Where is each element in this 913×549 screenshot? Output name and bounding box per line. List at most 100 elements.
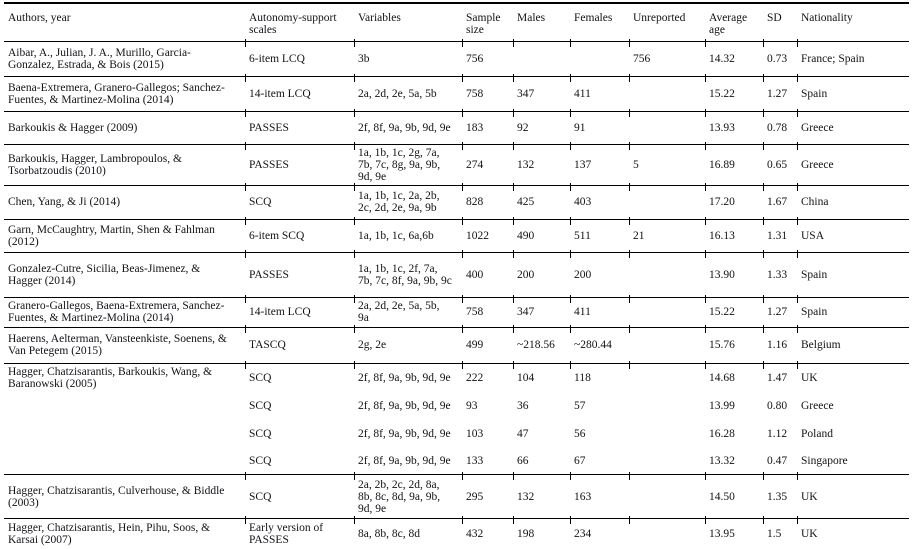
cell-nationality: China: [797, 182, 909, 219]
column-header-variables: Variables: [358, 12, 401, 24]
cell-authors: Hagger, Chatzisarantis, Culverhouse, & B…: [8, 484, 225, 509]
cell-sd: 1.35: [763, 471, 797, 519]
cell-males: 200: [513, 249, 570, 297]
column-header-scale: Autonomy-support scales: [249, 12, 337, 36]
table-row: Aibar, A., Julian, J. A., Murillo, Garci…: [4, 38, 909, 76]
table-row: Granero-Gallegos, Baena-Extremera, Sanch…: [4, 294, 909, 327]
cell-variables: 8a, 8b, 8c, 8d: [354, 515, 462, 549]
table-row: Gonzalez-Cutre, Sicilia, Beas-Jimenez, &…: [4, 249, 909, 297]
table-row: SCQ 2f, 8f, 9a, 9b, 9d, 9e 93 36 57 13.99 0.80…: [4, 392, 909, 420]
cell-males: 47: [517, 427, 529, 440]
column-header-unreported: Unreported: [633, 12, 686, 24]
cell-authors: [4, 392, 245, 420]
cell-females: 163: [570, 471, 629, 519]
cell-males: 425: [513, 182, 570, 219]
cell-sd: 0.80: [767, 399, 788, 412]
cell-males: 490: [513, 216, 570, 252]
studies-table: Authors, year Autonomy-support scales Vari…: [4, 2, 909, 549]
table-row: Haerens, Aelterman, Vansteenkiste, Soene…: [4, 324, 909, 363]
cell-variables: 3b: [354, 38, 462, 76]
cell-nationality: Poland: [801, 427, 833, 440]
cell-authors: [4, 448, 245, 475]
cell-females: 91: [570, 108, 629, 144]
cell-females: 411: [570, 294, 629, 327]
cell-authors: Barkoukis, Hagger, Lambropoulos, & Tsorb…: [8, 152, 182, 177]
cell-unreported: [629, 448, 705, 475]
cell-scale: SCQ: [245, 360, 354, 392]
cell-females: 67: [574, 454, 586, 467]
table-row: SCQ 2f, 8f, 9a, 9b, 9d, 9e 103 47 56 16.28 1.1…: [4, 420, 909, 448]
cell-males: ~218.56: [513, 324, 570, 363]
cell-scale: PASSES: [245, 249, 354, 297]
table-row: Hagger, Chatzisarantis, Barkoukis, Wang,…: [4, 360, 909, 392]
cell-males: [513, 38, 570, 76]
cell-variables: 2a, 2d, 2e, 5a, 5b: [354, 73, 462, 111]
cell-variables: 2a, 2b, 2c, 2d, 8a, 8b, 8c, 8d, 9a, 9b, …: [354, 471, 462, 519]
cell-unreported: [629, 294, 705, 327]
cell-variables: 2f, 8f, 9a, 9b, 9d, 9e: [354, 360, 462, 392]
cell-nationality: UK: [797, 360, 909, 392]
cell-females: [570, 38, 629, 76]
cell-nationality: France; Spain: [797, 38, 909, 76]
table-row: Barkoukis, Hagger, Lambropoulos, & Tsorb…: [4, 141, 909, 185]
cell-average_age: 14.68: [705, 360, 763, 392]
cell-nationality: Greece: [797, 141, 909, 185]
column-header-authors: Authors, year: [8, 12, 71, 24]
cell-variables: 2a, 2d, 2e, 5a, 5b, 9a: [354, 294, 462, 327]
column-header-sample_size: Sample size: [466, 12, 501, 36]
cell-sample_size: 133: [466, 454, 484, 467]
cell-average_age: 15.76: [705, 324, 763, 363]
cell-variables: 1a, 1b, 1c, 6a,6b: [354, 216, 462, 252]
cell-sd: 0.78: [763, 108, 797, 144]
cell-sample_size: 103: [466, 427, 484, 440]
cell-sample_size: 758: [462, 294, 513, 327]
cell-unreported: [629, 249, 705, 297]
cell-females: 511: [570, 216, 629, 252]
cell-average_age: 13.90: [705, 249, 763, 297]
cell-nationality: Spain: [797, 249, 909, 297]
cell-unreported: 756: [629, 38, 705, 76]
cell-scale: Early version of PASSES: [245, 515, 354, 549]
cell-nationality: USA: [797, 216, 909, 252]
cell-scale: 6-item SCQ: [245, 216, 354, 252]
cell-scale: 6-item LCQ: [245, 38, 354, 76]
cell-males: 347: [513, 73, 570, 111]
cell-unreported: [629, 420, 705, 448]
cell-authors: Granero-Gallegos, Baena-Extremera, Sanch…: [8, 300, 225, 324]
cell-average_age: 13.93: [705, 108, 763, 144]
cell-scale: SCQ: [245, 471, 354, 519]
cell-sd: 1.27: [763, 294, 797, 327]
table-row: Baena-Extremera, Granero-Gallegos; Sanch…: [4, 73, 909, 111]
cell-average_age: 15.22: [705, 294, 763, 327]
cell-authors: [4, 420, 245, 448]
cell-authors: Baena-Extremera, Granero-Gallegos; Sanch…: [8, 81, 225, 106]
column-header-nationality: Nationality: [801, 12, 853, 24]
table-row: Garn, McCaughtry, Martin, Shen & Fahlman…: [4, 216, 909, 252]
cell-sd: 1.12: [767, 427, 788, 440]
table-row: Barkoukis & Hagger (2009) PASSES 2f, 8f, 9…: [4, 108, 909, 144]
header-row: Authors, year Autonomy-support scales Vari…: [4, 3, 909, 41]
cell-sd: 1.67: [763, 182, 797, 219]
cell-sd: 1.33: [763, 249, 797, 297]
cell-authors: Aibar, A., Julian, J. A., Murillo, Garci…: [8, 46, 191, 71]
table-row: Hagger, Chatzisarantis, Hein, Pihu, Soos…: [4, 515, 909, 549]
cell-males: 92: [513, 108, 570, 144]
cell-scale: PASSES: [245, 108, 354, 144]
cell-unreported: [629, 73, 705, 111]
cell-nationality: Spain: [797, 73, 909, 111]
cell-males: 132: [513, 471, 570, 519]
cell-unreported: [629, 471, 705, 519]
cell-females: 137: [570, 141, 629, 185]
cell-variables: 1a, 1b, 1c, 2g, 7a, 7b, 7c, 8g, 9a, 9b, …: [354, 141, 462, 185]
column-header-males: Males: [517, 12, 546, 24]
cell-females: 118: [570, 360, 629, 392]
cell-authors: Hagger, Chatzisarantis, Barkoukis, Wang,…: [8, 365, 213, 390]
cell-average_age: 16.89: [705, 141, 763, 185]
cell-sample_size: 758: [462, 73, 513, 111]
cell-variables: 2f, 8f, 9a, 9b, 9d, 9e: [354, 108, 462, 144]
cell-unreported: [629, 392, 705, 420]
cell-variables: 1a, 1b, 1c, 2a, 2b, 2c, 2d, 2e, 9a, 9b: [354, 182, 462, 219]
cell-scale: PASSES: [245, 141, 354, 185]
cell-females: 56: [574, 427, 586, 440]
cell-sample_size: 274: [462, 141, 513, 185]
